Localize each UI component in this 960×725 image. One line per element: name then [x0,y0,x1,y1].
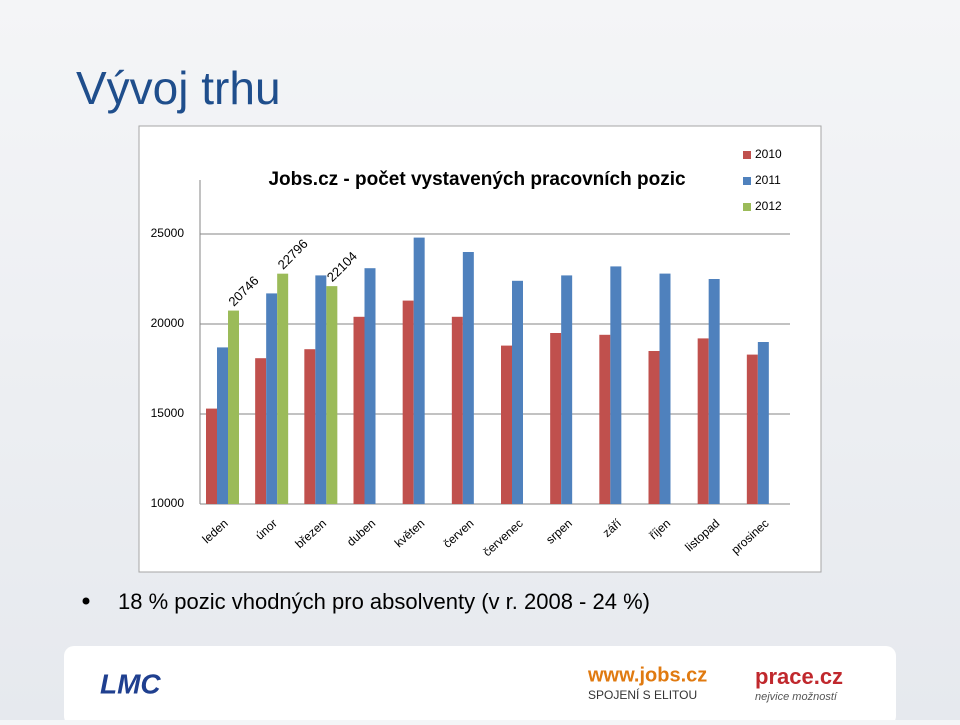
bar [708,279,720,504]
bar [746,354,758,504]
bar [561,275,573,504]
logo-prace: prace.cz [755,664,843,689]
bar [697,338,709,504]
bar [413,237,425,504]
bar [451,316,463,504]
footer-panel [64,646,896,725]
bar [512,280,523,504]
chart-title: Jobs.cz - počet vystavených pracovních p… [268,169,686,190]
y-tick-label: 15000 [151,406,185,420]
bar [659,273,671,504]
y-tick-label: 20000 [151,316,185,330]
bar [277,273,289,504]
legend-label: 2010 [755,147,782,161]
bar [364,268,376,504]
bar [353,316,365,504]
logo-lmc: LMC [100,668,161,699]
bar [255,358,267,504]
bar [315,275,327,504]
bar [326,286,338,504]
prace-tagline: nejvice možností [755,691,838,703]
jobs-tagline: SPOJENÍ S ELITOU [588,687,697,702]
bar [610,266,622,504]
bar [206,408,217,504]
bar [228,310,239,504]
bar [217,347,228,504]
legend-swatch [743,203,751,211]
bar [501,345,512,504]
bar [599,334,611,504]
legend-swatch [743,151,751,159]
logo-jobs: www.jobs.cz [587,664,707,686]
bar [550,333,562,504]
bar [462,252,474,504]
bar [757,342,769,504]
bar [266,293,278,504]
bullet-text: 18 % pozic vhodných pro absolventy (v r.… [118,589,650,614]
y-tick-label: 10000 [151,496,185,510]
legend-label: 2012 [755,199,782,213]
bar [304,349,316,504]
bar [402,300,414,504]
legend-label: 2011 [755,173,781,187]
slide-title: Vývoj trhu [76,62,281,114]
legend-swatch [743,177,751,185]
bar [648,351,660,504]
bullet-dot [82,597,90,605]
y-tick-label: 25000 [151,226,185,240]
